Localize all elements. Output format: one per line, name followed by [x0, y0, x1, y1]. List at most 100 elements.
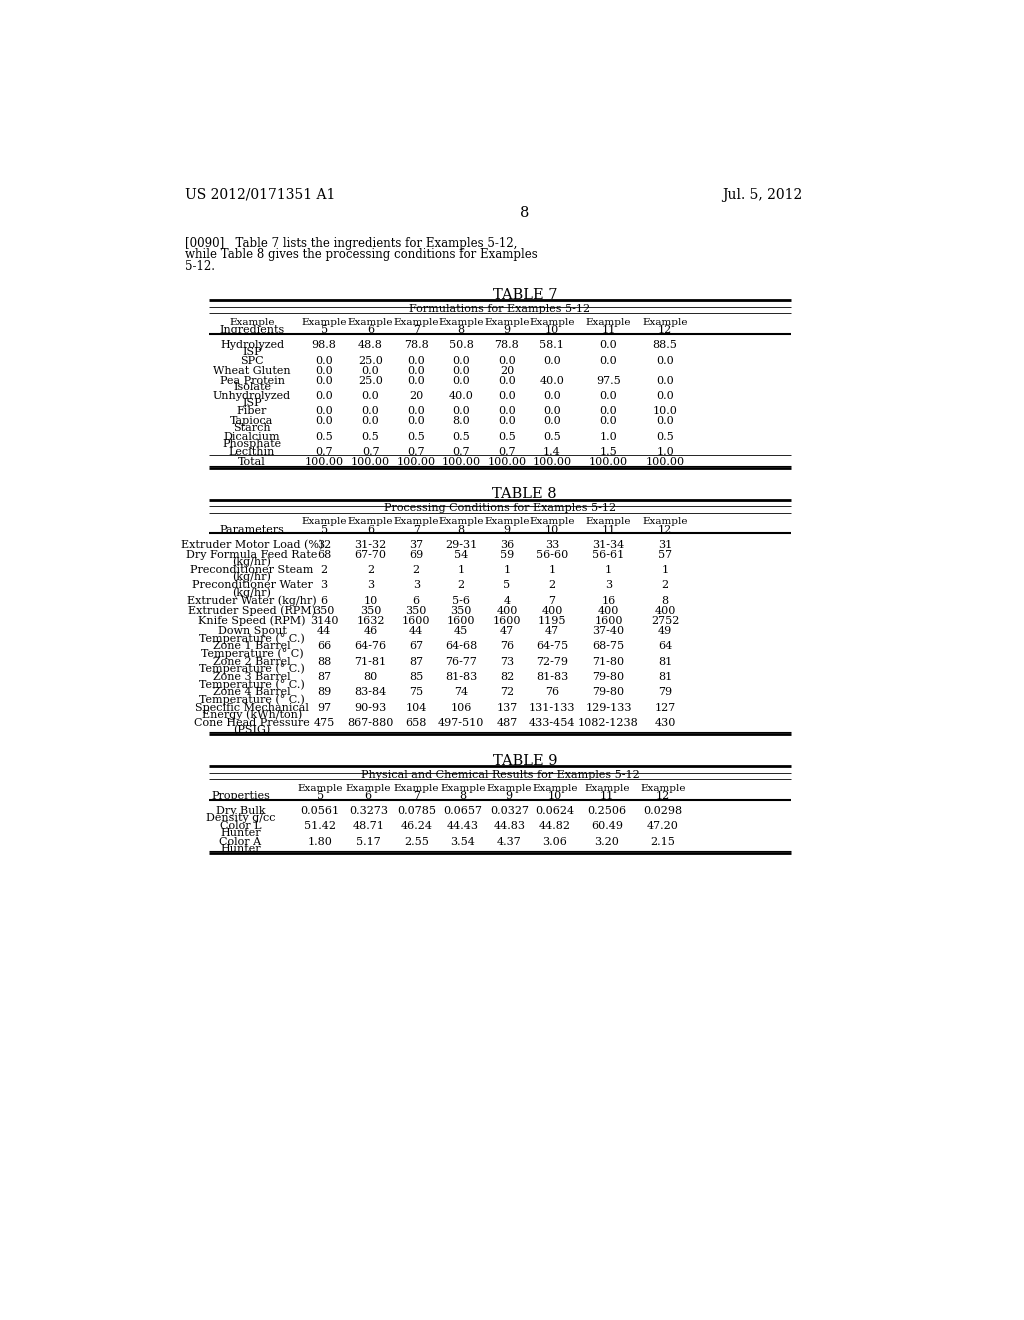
Text: Total: Total: [239, 457, 266, 467]
Text: 12: 12: [655, 792, 670, 801]
Text: 487: 487: [497, 718, 517, 729]
Text: 131-133: 131-133: [528, 702, 575, 713]
Text: 0.0: 0.0: [453, 376, 470, 385]
Text: 0.5: 0.5: [543, 432, 561, 442]
Text: 100.00: 100.00: [441, 457, 481, 467]
Text: 80: 80: [364, 672, 378, 682]
Text: 46.24: 46.24: [400, 821, 432, 832]
Text: 100.00: 100.00: [589, 457, 628, 467]
Text: 1.0: 1.0: [656, 447, 674, 457]
Text: 0.0624: 0.0624: [536, 807, 574, 816]
Text: Pea Protein: Pea Protein: [219, 376, 285, 385]
Text: 0.0: 0.0: [408, 376, 425, 385]
Text: 1600: 1600: [493, 615, 521, 626]
Text: Density g/cc: Density g/cc: [206, 813, 275, 822]
Text: Processing Conditions for Examples 5-12: Processing Conditions for Examples 5-12: [384, 503, 616, 513]
Text: 3: 3: [367, 581, 374, 590]
Text: 3140: 3140: [310, 615, 338, 626]
Text: Example: Example: [640, 784, 685, 792]
Text: 350: 350: [313, 606, 335, 615]
Text: 71-80: 71-80: [593, 656, 625, 667]
Text: 400: 400: [542, 606, 562, 615]
Text: 9: 9: [504, 525, 511, 535]
Text: 0.0: 0.0: [453, 355, 470, 366]
Text: Preconditioner Steam: Preconditioner Steam: [190, 565, 313, 576]
Text: 2752: 2752: [651, 615, 679, 626]
Text: Unhydrolyzed: Unhydrolyzed: [213, 391, 291, 401]
Text: 47: 47: [545, 626, 559, 636]
Text: Example: Example: [585, 784, 630, 792]
Text: 11: 11: [601, 525, 615, 535]
Text: Fiber: Fiber: [237, 407, 267, 416]
Text: 0.0: 0.0: [453, 366, 470, 375]
Text: ISP: ISP: [243, 397, 262, 408]
Text: Example: Example: [440, 784, 485, 792]
Text: 0.0: 0.0: [600, 391, 617, 401]
Text: 6: 6: [365, 792, 372, 801]
Text: 430: 430: [654, 718, 676, 729]
Text: 1.4: 1.4: [543, 447, 561, 457]
Text: 64-68: 64-68: [445, 642, 477, 651]
Text: 7: 7: [413, 792, 420, 801]
Text: 87: 87: [410, 656, 423, 667]
Text: Dicalcium: Dicalcium: [223, 432, 281, 442]
Text: Example: Example: [348, 318, 393, 327]
Text: 5: 5: [504, 581, 511, 590]
Text: Dry Formula Feed Rate: Dry Formula Feed Rate: [186, 549, 317, 560]
Text: 106: 106: [451, 702, 472, 713]
Text: 0.0: 0.0: [498, 416, 516, 426]
Text: 31: 31: [658, 540, 672, 549]
Text: ISP: ISP: [243, 347, 262, 356]
Text: 0.5: 0.5: [656, 432, 674, 442]
Text: Jul. 5, 2012: Jul. 5, 2012: [722, 187, 802, 202]
Text: 20: 20: [410, 391, 424, 401]
Text: 20: 20: [500, 366, 514, 375]
Text: 5-6: 5-6: [453, 595, 470, 606]
Text: Hydrolyzed: Hydrolyzed: [220, 341, 284, 350]
Text: 0.5: 0.5: [453, 432, 470, 442]
Text: 68-75: 68-75: [593, 642, 625, 651]
Text: 1: 1: [662, 565, 669, 576]
Text: while Table 8 gives the processing conditions for Examples: while Table 8 gives the processing condi…: [184, 248, 538, 261]
Text: 0.0: 0.0: [408, 366, 425, 375]
Text: 0.0: 0.0: [408, 407, 425, 416]
Text: 0.0: 0.0: [543, 407, 561, 416]
Text: 0.5: 0.5: [408, 432, 425, 442]
Text: 54: 54: [454, 549, 468, 560]
Text: Example: Example: [642, 318, 688, 327]
Text: 40.0: 40.0: [449, 391, 474, 401]
Text: 0.0: 0.0: [543, 391, 561, 401]
Text: 8: 8: [520, 206, 529, 220]
Text: 97: 97: [317, 702, 331, 713]
Text: 0.0: 0.0: [600, 407, 617, 416]
Text: Example: Example: [484, 318, 529, 327]
Text: 350: 350: [359, 606, 381, 615]
Text: 83-84: 83-84: [354, 688, 387, 697]
Text: 0.7: 0.7: [498, 447, 516, 457]
Text: Example: Example: [486, 784, 532, 792]
Text: 46: 46: [364, 626, 378, 636]
Text: SPC: SPC: [241, 355, 264, 366]
Text: 67-70: 67-70: [354, 549, 387, 560]
Text: 5-12.: 5-12.: [184, 260, 215, 273]
Text: 31-34: 31-34: [592, 540, 625, 549]
Text: 127: 127: [654, 702, 676, 713]
Text: 104: 104: [406, 702, 427, 713]
Text: 350: 350: [451, 606, 472, 615]
Text: 4.37: 4.37: [497, 837, 521, 846]
Text: Extruder Motor Load (%): Extruder Motor Load (%): [181, 540, 324, 550]
Text: 1.0: 1.0: [600, 432, 617, 442]
Text: 0.5: 0.5: [498, 432, 516, 442]
Text: 0.0: 0.0: [600, 416, 617, 426]
Text: 81: 81: [658, 656, 672, 667]
Text: 72-79: 72-79: [536, 656, 568, 667]
Text: Color A: Color A: [219, 837, 261, 846]
Text: 37-40: 37-40: [593, 626, 625, 636]
Text: 59: 59: [500, 549, 514, 560]
Text: 400: 400: [598, 606, 620, 615]
Text: 100.00: 100.00: [532, 457, 571, 467]
Text: 76: 76: [500, 642, 514, 651]
Text: Example: Example: [438, 517, 484, 527]
Text: 0.0: 0.0: [408, 416, 425, 426]
Text: 400: 400: [497, 606, 518, 615]
